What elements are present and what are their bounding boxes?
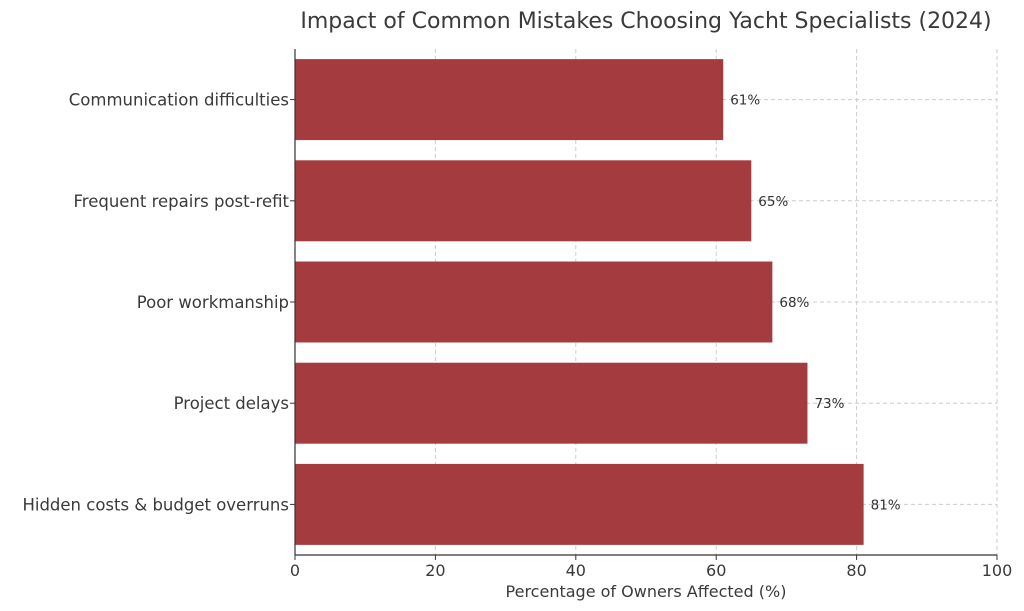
- axes: 0 20 40 60 80 100 Communication difficulties Fr…: [22, 49, 1012, 580]
- y-tick-label: Project delays: [174, 394, 289, 413]
- bars: 61% 65% 68% 73% 81%: [295, 59, 901, 545]
- data-label: 68%: [779, 295, 809, 311]
- x-tick-label: 100: [982, 561, 1013, 580]
- bar: [295, 362, 808, 444]
- x-tick-label: 80: [846, 561, 866, 580]
- bar: [295, 59, 724, 141]
- bar: [295, 261, 773, 343]
- data-label: 61%: [730, 93, 760, 109]
- x-axis-label: Percentage of Owners Affected (%): [506, 582, 787, 601]
- data-label: 73%: [814, 396, 844, 412]
- x-tick-label: 20: [425, 561, 445, 580]
- chart-title: Impact of Common Mistakes Choosing Yacht…: [300, 9, 991, 34]
- x-tick-label: 60: [706, 561, 726, 580]
- x-tick-label: 40: [566, 561, 586, 580]
- y-tick-label: Hidden costs & budget overruns: [22, 495, 289, 514]
- x-tick-label: 0: [290, 561, 300, 580]
- data-label: 81%: [871, 497, 901, 513]
- bar: [295, 160, 752, 242]
- y-tick-label: Frequent repairs post-refit: [73, 192, 289, 211]
- bar: [295, 463, 864, 545]
- data-label: 65%: [758, 194, 788, 210]
- y-tick-label: Communication difficulties: [69, 91, 289, 110]
- y-tick-label: Poor workmanship: [137, 293, 289, 312]
